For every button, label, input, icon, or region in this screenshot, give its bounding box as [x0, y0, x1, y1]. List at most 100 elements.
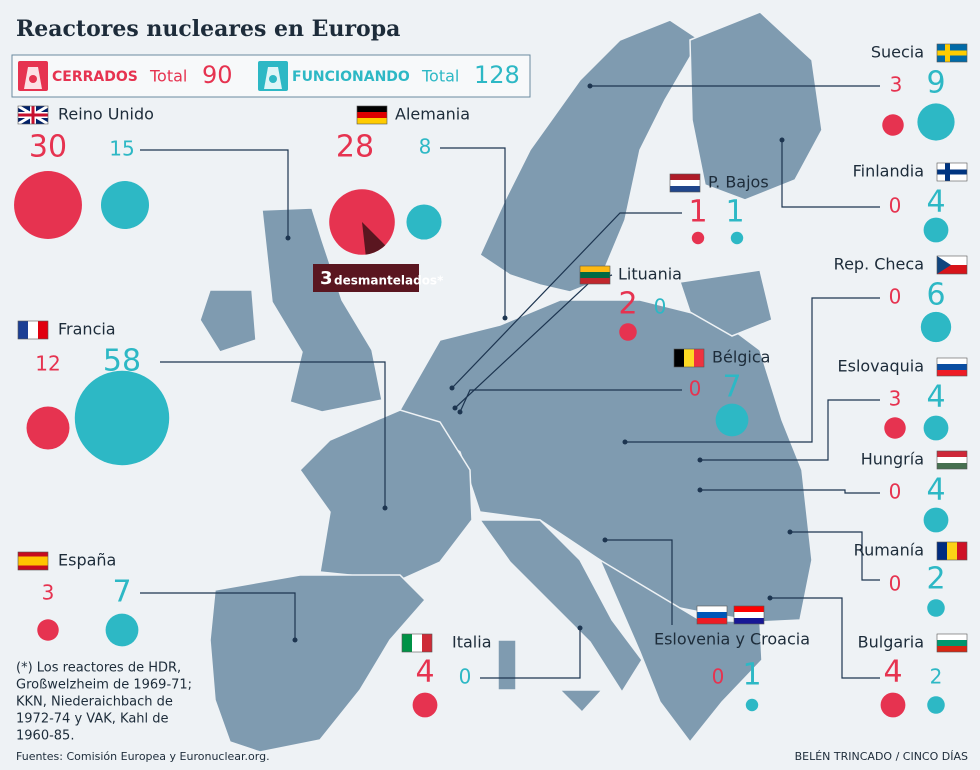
- country: Eslovaquia 3 4: [838, 357, 968, 441]
- footnote: 1960-85.: [16, 729, 74, 744]
- country-name: Finlandia: [853, 162, 924, 181]
- flag-border: [936, 633, 968, 653]
- flag-border: [936, 162, 968, 182]
- title: Reactores nucleares en Europa: [16, 16, 400, 42]
- legend-total-label: Total: [149, 67, 187, 86]
- open-count: 0: [654, 295, 667, 319]
- leader-line: [700, 489, 880, 494]
- open-count: 2: [926, 562, 945, 597]
- flag: [734, 618, 764, 624]
- closed-count: 0: [889, 285, 902, 309]
- country: Suecia 3 9: [871, 43, 968, 141]
- leader-line: [459, 389, 682, 413]
- flag: [18, 556, 48, 566]
- leader-line: [440, 147, 506, 318]
- flag: [937, 646, 967, 652]
- flag: [580, 272, 610, 278]
- flag-border: [17, 105, 49, 125]
- flag-border: [673, 348, 705, 368]
- open-count: 9: [926, 66, 945, 101]
- flag-border: [733, 605, 765, 625]
- leader-dot: [602, 537, 608, 543]
- closed-count: 30: [29, 130, 67, 165]
- closed-count: 0: [889, 194, 902, 218]
- open-circle: [927, 599, 945, 617]
- leader-dot: [779, 137, 785, 143]
- flag: [697, 606, 727, 612]
- open-circle: [715, 403, 749, 437]
- flag: [734, 612, 764, 618]
- open-count: 4: [926, 380, 945, 415]
- flag: [38, 321, 48, 339]
- footnote: KKN, Niederaichbach de: [16, 695, 173, 710]
- flag: [357, 118, 387, 124]
- closed-count: 3: [890, 73, 903, 97]
- legend: CERRADOS Total 90 FUNCIONANDO Total 128: [18, 61, 520, 91]
- country: Italia 4 0: [401, 633, 492, 718]
- open-circle: [74, 370, 170, 466]
- flag-border: [936, 43, 968, 63]
- open-count: 2: [930, 665, 943, 689]
- closed-count: 0: [689, 377, 702, 401]
- country-name: Francia: [58, 320, 116, 339]
- closed-circle: [14, 171, 82, 239]
- closed-count: 0: [889, 572, 902, 596]
- closed-circle: [412, 692, 438, 718]
- country-name: Eslovenia y Croacia: [654, 630, 810, 649]
- flag-border: [696, 605, 728, 625]
- flag: [957, 542, 967, 560]
- flag: [670, 186, 700, 192]
- open-circle: [100, 180, 150, 230]
- leader-line: [160, 361, 386, 508]
- leader-dot: [587, 83, 593, 89]
- closed-circle: [37, 619, 59, 641]
- leader-line: [770, 597, 880, 679]
- country-name: Alemania: [395, 105, 470, 124]
- closed-circle: [26, 406, 70, 450]
- leader-dot: [382, 505, 388, 511]
- flag: [937, 169, 967, 175]
- flag-border: [17, 551, 49, 571]
- country-name: Suecia: [871, 43, 924, 62]
- legend-total-label: Total: [421, 67, 459, 86]
- legend-label: CERRADOS: [52, 69, 138, 85]
- note-box: [313, 264, 419, 292]
- land: [261, 207, 383, 413]
- open-circle: [923, 507, 949, 533]
- closed-circle: [884, 417, 906, 439]
- flag: [412, 634, 422, 652]
- leader-dot: [787, 529, 793, 535]
- open-circle: [923, 415, 949, 441]
- country-name: Bulgaria: [858, 633, 924, 652]
- leader-dot: [622, 439, 628, 445]
- leader-dot: [452, 405, 458, 411]
- flag: [357, 106, 387, 112]
- flag: [694, 349, 704, 367]
- footnote: 1972-74 y VAK, Kahl de: [16, 712, 169, 727]
- leader-line: [140, 149, 289, 238]
- country-name: Italia: [452, 633, 492, 652]
- flag: [422, 634, 432, 652]
- country-name: Reino Unido: [58, 105, 154, 124]
- sources: Fuentes: Comisión Europea y Euronuclear.…: [16, 750, 270, 763]
- open-count: 1: [742, 658, 761, 693]
- country: Reino Unido 30 15: [14, 105, 154, 239]
- closed-count: 3: [889, 387, 902, 411]
- flag-border: [936, 357, 968, 377]
- country-name: Bélgica: [712, 348, 770, 367]
- land: [478, 519, 643, 694]
- country: Alemania 28 8 3 desmantelados*: [313, 105, 470, 292]
- flag: [580, 266, 610, 272]
- closed-count: 4: [883, 655, 902, 690]
- country: Hungría 0 4: [861, 450, 968, 533]
- open-circle: [923, 217, 949, 243]
- flag: [734, 606, 764, 612]
- leader-dot: [697, 487, 703, 493]
- leader-line: [605, 539, 673, 625]
- leader-line: [140, 592, 296, 640]
- land: [679, 269, 773, 337]
- country-name: Lituania: [618, 265, 682, 284]
- note-text: desmantelados*: [334, 274, 444, 288]
